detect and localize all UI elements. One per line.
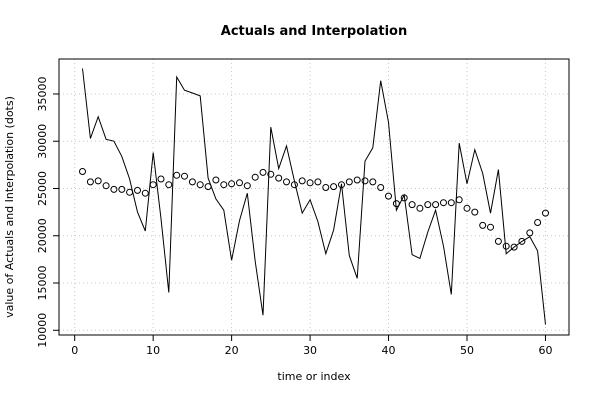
interpolation-point — [267, 170, 275, 178]
interpolation-point — [314, 178, 322, 186]
y-tick-label: 35000 — [36, 76, 49, 111]
interpolation-point — [126, 188, 134, 196]
interpolation-point — [526, 229, 534, 237]
interpolation-point — [345, 178, 353, 186]
interpolation-point — [94, 177, 102, 185]
interpolation-point — [149, 181, 157, 189]
interpolation-point — [447, 199, 455, 207]
series-layer — [79, 68, 549, 325]
plot-frame — [58, 58, 570, 336]
interpolation-point — [534, 219, 542, 226]
interpolation-point — [440, 199, 447, 207]
interpolation-point — [330, 183, 338, 191]
interpolation-point — [494, 237, 502, 245]
x-tick-label: 10 — [146, 344, 160, 357]
y-tick-label: 20000 — [36, 218, 49, 253]
interpolation-point — [157, 175, 165, 183]
interpolation-point — [392, 200, 400, 208]
x-tick-label: 50 — [460, 344, 474, 357]
interpolation-point — [165, 181, 173, 189]
interpolation-point — [196, 181, 204, 189]
interpolation-point — [204, 183, 212, 191]
interpolation-point — [275, 174, 283, 182]
actuals-line — [82, 68, 546, 325]
interpolation-point — [298, 177, 306, 185]
grid-lines — [59, 59, 569, 335]
interpolation-point — [479, 221, 487, 229]
interpolation-point — [306, 179, 314, 187]
interpolation-point — [236, 179, 243, 187]
y-tick-label: 25000 — [36, 171, 49, 206]
y-axis: 10000 15000 20000 25000 30000 35000 — [36, 76, 59, 348]
interpolation-point — [220, 181, 228, 189]
interpolation-point — [510, 243, 518, 251]
interpolation-point — [290, 181, 298, 189]
y-tick-label: 30000 — [36, 124, 49, 159]
interpolation-point — [110, 185, 118, 193]
interpolation-point — [173, 171, 181, 179]
interpolation-point — [432, 201, 440, 209]
interpolation-point — [518, 237, 526, 245]
interpolation-point — [542, 209, 549, 217]
interpolation-point — [502, 242, 510, 250]
interpolation-point — [134, 186, 141, 194]
interpolation-point — [463, 204, 471, 212]
interpolation-point — [408, 201, 416, 209]
interpolation-point — [400, 194, 408, 202]
interpolation-point — [416, 204, 424, 212]
interpolation-point — [424, 201, 432, 209]
interpolation-point — [377, 184, 385, 191]
interpolation-point — [259, 168, 267, 176]
interpolation-point — [487, 223, 494, 231]
interpolation-point — [455, 196, 463, 204]
interpolation-point — [188, 178, 196, 186]
interpolation-point — [102, 182, 110, 190]
interpolation-point — [338, 181, 345, 189]
x-tick-label: 60 — [538, 344, 552, 357]
y-tick-label: 10000 — [36, 313, 49, 348]
interpolation-point — [322, 184, 330, 191]
interpolation-point — [243, 182, 251, 190]
interpolation-point — [79, 168, 86, 175]
interpolation-point — [118, 185, 126, 193]
interpolation-point — [86, 178, 94, 186]
x-tick-label: 20 — [225, 344, 239, 357]
x-tick-label: 30 — [303, 344, 317, 357]
interpolation-point — [181, 172, 188, 180]
x-axis-label: time or index — [277, 370, 351, 383]
y-tick-label: 15000 — [36, 266, 49, 301]
interpolation-point — [228, 180, 236, 188]
interpolation-point — [471, 208, 479, 216]
interpolation-point — [283, 178, 290, 186]
x-axis: 0 10 20 30 40 50 60 — [71, 335, 552, 357]
interpolation-point — [385, 192, 392, 200]
chart-title: Actuals and Interpolation — [221, 24, 407, 39]
interpolation-point — [141, 189, 149, 197]
x-tick-label: 40 — [382, 344, 396, 357]
y-axis-label: value of Actuals and Interpolation (dots… — [3, 96, 16, 318]
interpolation-point — [361, 177, 369, 185]
interpolation-point — [212, 176, 220, 184]
interpolation-point — [369, 178, 377, 186]
interpolation-point — [353, 176, 361, 184]
interpolation-point — [251, 173, 259, 181]
x-tick-label: 0 — [71, 344, 78, 357]
